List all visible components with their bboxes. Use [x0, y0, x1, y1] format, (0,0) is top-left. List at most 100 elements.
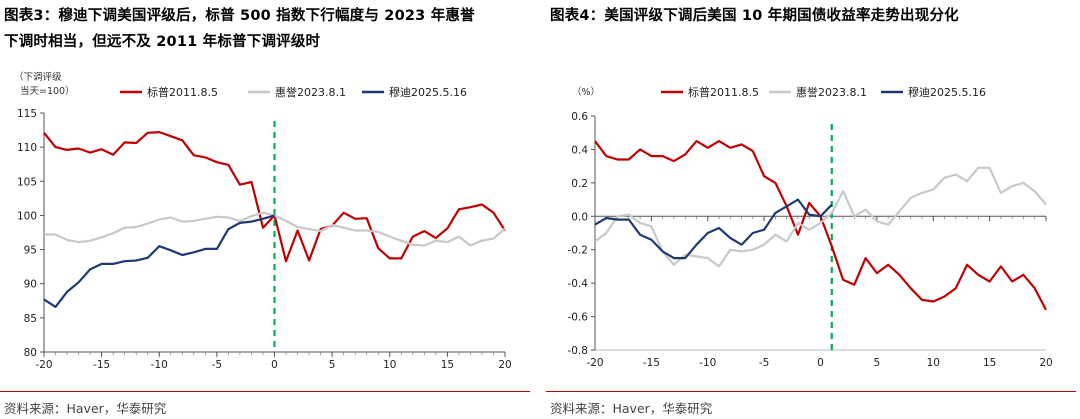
- series-1-point-7: [124, 227, 126, 229]
- series-1-point-39: [493, 238, 495, 240]
- series-1-point-17: [239, 220, 241, 222]
- series-0-point-2: [66, 149, 68, 151]
- series-1-point-33: [423, 245, 425, 247]
- series-2-point-18: [251, 221, 253, 223]
- series-0-point-21: [285, 260, 287, 262]
- series-0-point-0: [43, 132, 45, 134]
- series-2-point-13: [193, 251, 195, 253]
- series-2-point-19: [262, 218, 264, 220]
- series-2-point-3: [628, 219, 630, 221]
- series-1-point-13: [193, 220, 195, 222]
- x-tick-label-1: -15: [643, 357, 660, 369]
- series-0-point-31: [944, 296, 946, 298]
- series-1-point-21: [831, 212, 833, 214]
- series-1-point-29: [921, 192, 923, 194]
- y-tick-label-1: -0.6: [568, 312, 589, 324]
- series-1-point-25: [331, 224, 333, 226]
- legend-label-0: 标普2011.8.5: [688, 85, 759, 99]
- series-0-point-27: [898, 274, 900, 276]
- series-0-point-27: [354, 218, 356, 220]
- series-1-point-1: [605, 232, 607, 234]
- series-1-point-3: [78, 241, 80, 243]
- series-2-point-19: [808, 214, 810, 216]
- series-2-point-10: [158, 245, 160, 247]
- legend-label-0: 标普2011.8.5: [147, 85, 218, 99]
- series-0-point-18: [797, 234, 799, 236]
- series-0-point-9: [696, 140, 698, 142]
- y-tick-label-0: 80: [24, 347, 37, 359]
- series-0-point-10: [707, 147, 709, 149]
- series-1-point-16: [774, 234, 776, 236]
- series-0-point-37: [469, 206, 471, 208]
- y-tick-label-5: 105: [17, 176, 37, 188]
- series-1-point-40: [1045, 204, 1047, 206]
- series-0-point-32: [412, 236, 414, 238]
- y-tick-label-2: -0.4: [568, 278, 589, 290]
- series-2-point-15: [216, 248, 218, 250]
- series-0-point-4: [639, 148, 641, 150]
- legend-label-1: 惠誉2023.8.1: [796, 85, 867, 99]
- series-0-point-1: [55, 146, 57, 148]
- series-2-point-1: [605, 217, 607, 219]
- right-source-note: 资料来源：Haver，华泰研究: [550, 401, 713, 416]
- series-1-point-34: [977, 167, 979, 169]
- series-1-point-25: [876, 220, 878, 222]
- series-0-point-39: [1034, 287, 1036, 289]
- series-2-point-15: [763, 229, 765, 231]
- series-0-point-5: [650, 155, 652, 157]
- series-0-point-22: [297, 230, 299, 232]
- series-0-point-36: [458, 208, 460, 210]
- y-tick-label-4: 0.0: [571, 211, 588, 223]
- series-1-point-38: [481, 240, 483, 242]
- series-2-point-5: [101, 263, 103, 265]
- series-2-point-10: [707, 232, 709, 234]
- series-0-point-31: [400, 257, 402, 259]
- series-1-point-12: [181, 221, 183, 223]
- left-title-line2: 下调时相当，但远不及 2011 年标普下调评级时: [4, 34, 321, 50]
- series-2-point-4: [639, 234, 641, 236]
- series-0-point-32: [955, 287, 957, 289]
- y-tick-label-5: 0.2: [571, 178, 588, 190]
- series-0-point-25: [876, 272, 878, 274]
- series-0-point-34: [435, 237, 437, 239]
- series-1-point-36: [458, 236, 460, 238]
- series-1-point-6: [112, 232, 114, 234]
- series-2-point-21: [831, 204, 833, 206]
- x-tick-label-7: 15: [983, 357, 996, 369]
- series-0-point-8: [135, 142, 137, 144]
- series-0-point-15: [763, 175, 765, 177]
- x-tick-label-6: 10: [383, 359, 396, 371]
- y-tick-label-4: 100: [17, 210, 37, 222]
- x-tick-label-2: -10: [699, 357, 716, 369]
- right-chart-panel: 图表4：美国评级下调后美国 10 年期国债收益率走势出现分化 （%） 标普2011…: [546, 0, 1076, 419]
- series-1-point-1: [55, 234, 57, 236]
- series-1-point-21: [285, 220, 287, 222]
- series-0-point-0: [594, 140, 596, 142]
- series-0-point-7: [673, 160, 675, 162]
- y-tick-label-6: 0.4: [571, 144, 588, 156]
- series-1-point-20: [820, 222, 822, 224]
- series-0-point-11: [170, 135, 172, 137]
- series-0-point-16: [227, 164, 229, 166]
- series-0-point-21: [831, 245, 833, 247]
- series-2-point-18: [797, 199, 799, 201]
- series-0-point-39: [493, 212, 495, 214]
- series-0-point-26: [887, 264, 889, 266]
- series-0-point-11: [718, 140, 720, 142]
- series-2-point-9: [696, 244, 698, 246]
- legend-label-1: 惠誉2023.8.1: [275, 85, 346, 99]
- series-2-point-0: [594, 224, 596, 226]
- left-chart-title: 图表3：穆迪下调美国评级后，标普 500 指数下行幅度与 2023 年惠誉 下调…: [4, 3, 524, 55]
- series-1-point-16: [227, 217, 229, 219]
- series-0-point-17: [239, 184, 241, 186]
- series-0-point-38: [481, 204, 483, 206]
- series-1-point-2: [617, 215, 619, 217]
- series-1-point-33: [966, 180, 968, 182]
- series-1-point-40: [504, 227, 506, 229]
- y-tick-label-6: 110: [17, 142, 37, 154]
- series-0-point-34: [977, 274, 979, 276]
- series-2-point-6: [662, 250, 664, 252]
- legend-label-2: 穆迪2025.5.16: [389, 85, 467, 99]
- series-1-point-24: [865, 209, 867, 211]
- y-unit-label: （下调评级: [14, 71, 62, 83]
